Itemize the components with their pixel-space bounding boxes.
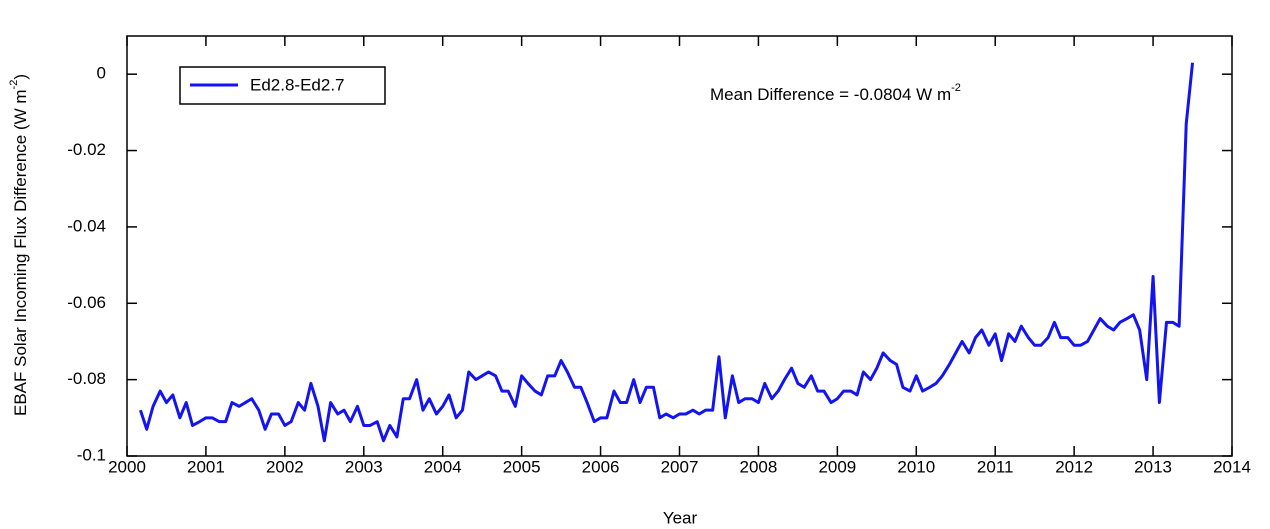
- y-tick-label: -0.06: [67, 293, 106, 312]
- x-tick-label: 2007: [661, 457, 699, 476]
- legend-label: Ed2.8-Ed2.7: [250, 75, 345, 94]
- x-tick-label: 2011: [977, 457, 1014, 476]
- x-tick-label: 2003: [345, 457, 383, 476]
- y-label-superscript: -2: [8, 80, 20, 90]
- y-tick-label: -0.02: [67, 140, 106, 159]
- x-tick-label: 2006: [582, 457, 620, 476]
- x-tick-label: 2013: [1134, 457, 1172, 476]
- annotation-main: Mean Difference = -0.0804 W m: [710, 85, 951, 104]
- x-tick-label: 2014: [1213, 457, 1251, 476]
- legend: Ed2.8-Ed2.7: [179, 66, 386, 105]
- annotation: Mean Difference = -0.0804 W m-2: [710, 82, 961, 105]
- x-tick-label: 2004: [424, 457, 462, 476]
- data-line: [138, 62, 1195, 443]
- x-tick-label: 2000: [108, 457, 146, 476]
- x-tick-label: 2002: [266, 457, 304, 476]
- x-axis-label: Year: [663, 508, 698, 527]
- annotation-superscript: -2: [951, 82, 961, 94]
- y-label-end: ): [11, 74, 30, 80]
- x-tick-label: 2012: [1055, 457, 1093, 476]
- y-tick-label: -0.1: [77, 445, 106, 464]
- x-tick-label: 2005: [503, 457, 541, 476]
- x-tick-label: 2008: [740, 457, 778, 476]
- y-label-main: EBAF Solar Incoming Flux Difference (W m: [11, 89, 30, 416]
- y-tick-label: -0.08: [67, 369, 106, 388]
- y-tick-label: 0: [97, 64, 106, 83]
- y-tick-label: -0.04: [67, 216, 106, 235]
- x-tick-label: 2001: [187, 457, 225, 476]
- x-tick-label: 2009: [818, 457, 856, 476]
- x-tick-label: 2010: [897, 457, 935, 476]
- y-axis-label: EBAF Solar Incoming Flux Difference (W m…: [8, 74, 31, 416]
